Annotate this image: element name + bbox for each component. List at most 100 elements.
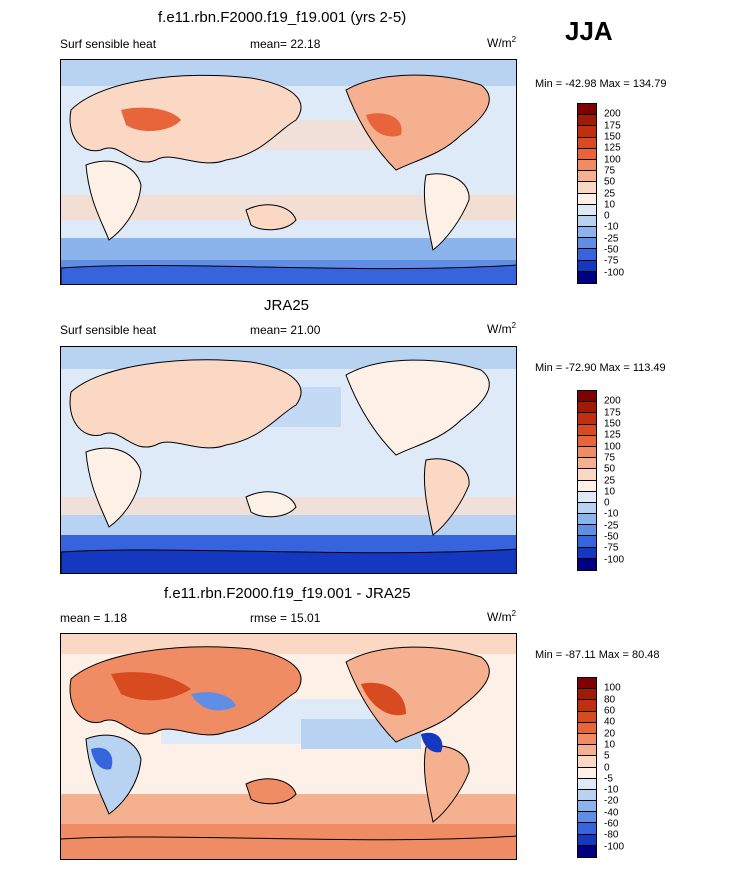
colorbar-cell [578,711,596,723]
panel-2-variable-label: Surf sensible heat [60,323,157,337]
colorbar-tick-label: 125 [604,429,621,441]
panel-3-map-svg [61,634,516,859]
colorbar-cell [578,171,596,183]
colorbar-tick-label: 175 [604,120,621,132]
colorbar-cell [578,525,596,537]
panel-1-variable-label: Surf sensible heat [60,37,157,51]
colorbar-cell [578,845,596,857]
colorbar-tick-label: 20 [604,728,616,740]
colorbar-cell [578,402,596,414]
colorbar-tick-label: 80 [604,694,616,706]
colorbar-tick-label: 5 [604,750,610,762]
colorbar-cell [578,227,596,239]
colorbar-cell [578,182,596,194]
colorbar-tick-label: 0 [604,762,610,773]
colorbar-tick-label: 0 [604,210,610,222]
colorbar-cell [578,834,596,846]
colorbar-tick-label: 60 [604,705,616,717]
colorbar-tick-label: -50 [604,531,619,543]
colorbar-tick-label: 25 [604,475,616,486]
colorbar-cell [578,260,596,272]
colorbar-cell [578,678,596,690]
colorbar-cell [578,159,596,172]
panel-3-map [60,633,517,860]
colorbar-cell [578,469,596,481]
colorbar-tick-label: 50 [604,463,616,475]
colorbar-cell [578,238,596,250]
panel-1-colorbar [577,103,597,284]
colorbar-tick-label: -100 [604,554,625,566]
panel-1-map-svg [61,60,516,284]
colorbar-tick-label: -10 [604,784,619,796]
colorbar-cell [578,700,596,712]
colorbar-tick-label: -75 [604,542,619,554]
panel-3-title: f.e11.rbn.F2000.f19_f19.001 - JRA25 [164,585,411,602]
colorbar-tick-label: -75 [604,255,619,267]
colorbar-tick-label: 10 [604,739,616,751]
panel-1-mean-label: mean= 22.18 [250,37,321,51]
colorbar-tick-label: 100 [604,441,621,453]
colorbar-cell [578,193,596,205]
colorbar-tick-label: 40 [604,716,616,728]
colorbar-tick-label: -10 [604,221,619,233]
colorbar-cell [578,424,596,436]
colorbar-cell [578,446,596,459]
panel-3-colorbar [577,677,597,858]
colorbar-cell [578,491,596,503]
colorbar-cell [578,215,596,228]
colorbar-cell [578,689,596,701]
panel-1-minmax: Min = -42.98 Max = 134.79 [535,78,667,90]
colorbar-tick-label: 100 [604,682,621,694]
colorbar-cell [578,249,596,261]
colorbar-cell [578,126,596,138]
colorbar-cell [578,812,596,824]
colorbar-cell [578,536,596,548]
colorbar-cell [578,271,596,283]
colorbar-tick-label: -50 [604,244,619,256]
colorbar-cell [578,435,596,447]
colorbar-tick-label: -100 [604,267,625,279]
panel-1-units: W/m2 [487,35,517,50]
panel-2-units: W/m2 [487,321,517,336]
colorbar-cell [578,745,596,757]
colorbar-cell [578,558,596,570]
colorbar-tick-label: -25 [604,233,619,245]
colorbar-tick-label: 10 [604,199,616,211]
colorbar-tick-label: -100 [604,841,625,853]
colorbar-cell [578,458,596,470]
colorbar-cell [578,767,596,779]
panel-3-units: W/m2 [487,609,517,624]
colorbar-tick-label: -5 [604,773,613,785]
colorbar-tick-label: -80 [604,829,619,841]
panel-3-rmse-label: rmse = 15.01 [250,611,321,625]
panel-2-colorbar [577,390,597,571]
colorbar-tick-label: -60 [604,818,619,830]
panel-1-title: f.e11.rbn.F2000.f19_f19.001 (yrs 2-5) [158,9,407,26]
panel-2-title: JRA25 [264,297,310,314]
colorbar-cell [578,547,596,559]
colorbar-tick-label: 125 [604,142,621,154]
colorbar-tick-label: 0 [604,497,610,509]
colorbar-tick-label: 75 [604,165,616,177]
colorbar-cell [578,204,596,216]
colorbar-cell [578,148,596,160]
panel-2-mean-label: mean= 21.00 [250,323,321,337]
colorbar-tick-label: 75 [604,452,616,464]
colorbar-cell [578,104,596,116]
colorbar-cell [578,756,596,768]
colorbar-tick-label: 150 [604,131,621,143]
colorbar-cell [578,480,596,492]
colorbar-tick-label: 100 [604,154,621,166]
colorbar-tick-label: 200 [604,395,621,407]
colorbar-cell [578,137,596,149]
colorbar-cell [578,391,596,403]
colorbar-cell [578,722,596,734]
colorbar-cell [578,413,596,425]
panel-2-map-svg [61,347,516,573]
colorbar-cell [578,823,596,835]
panel-1-map [60,59,517,285]
panel-3-mean-label: mean = 1.18 [60,611,128,625]
colorbar-cell [578,502,596,515]
panel-2-map [60,346,517,574]
colorbar-tick-label: -25 [604,520,619,532]
